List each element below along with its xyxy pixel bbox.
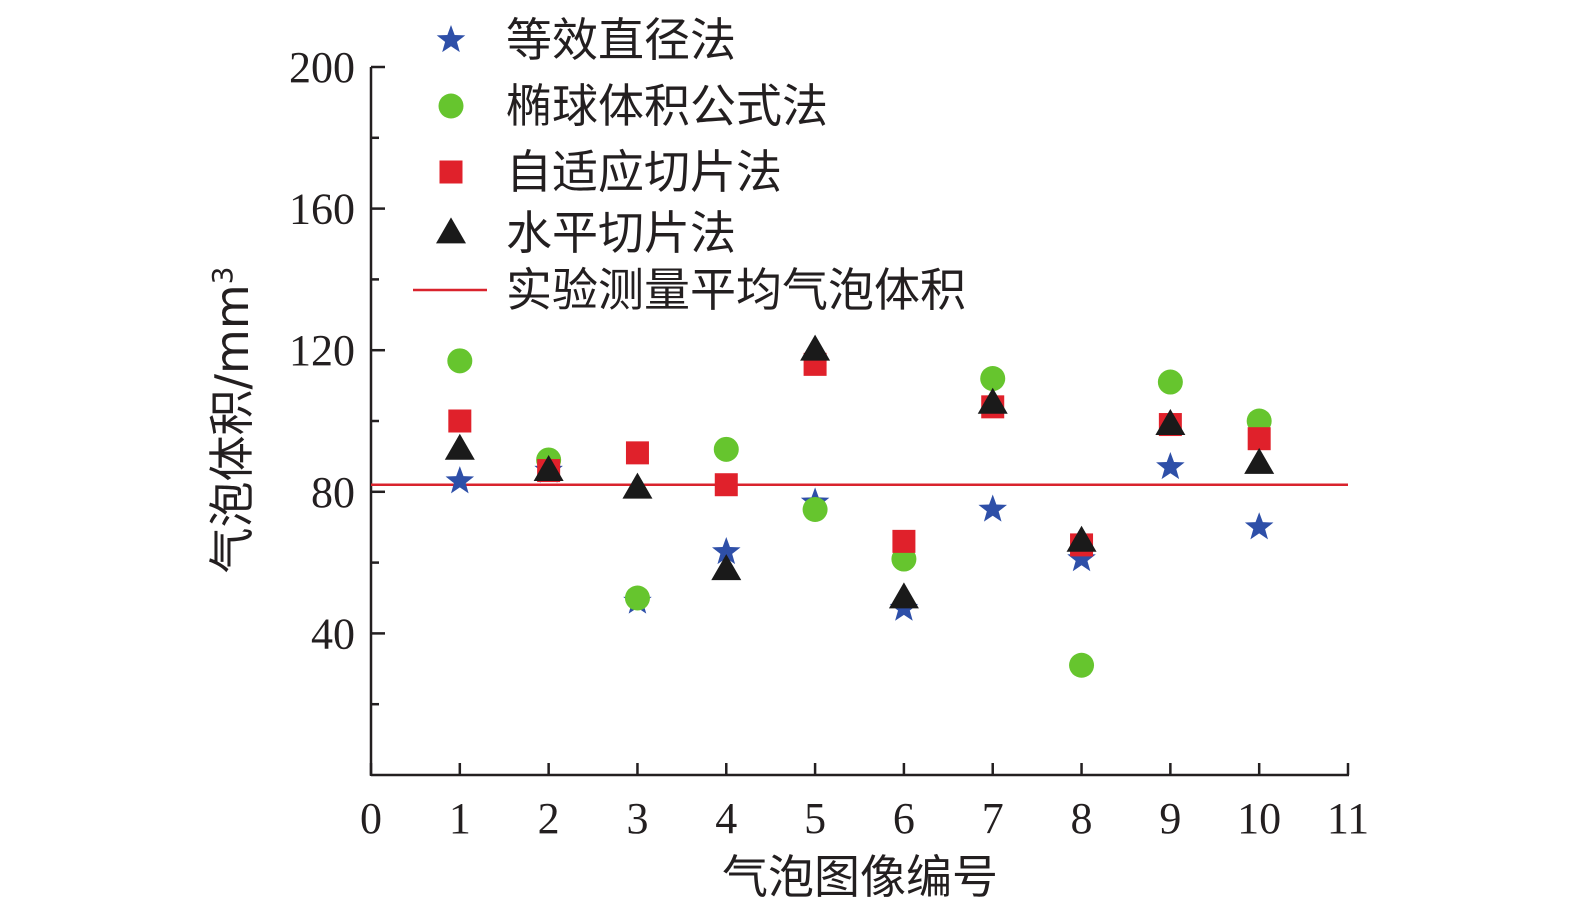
axes: 0 1 2 3 4 5 6 7 8 9 10 11 40 80 120 160 200: [289, 43, 1369, 843]
legend-label: 实验测量平均气泡体积: [506, 263, 966, 317]
data-point-star: [712, 536, 741, 565]
data-point-triangle: [888, 582, 919, 609]
data-point-triangle: [1244, 447, 1275, 474]
legend-label: 等效直径法: [506, 13, 736, 67]
x-tick-label: 2: [538, 794, 560, 843]
legend-label: 自适应切片法: [506, 145, 782, 199]
data-point-star: [978, 494, 1007, 522]
series-triangle: [444, 334, 1275, 609]
x-tick-label: 1: [449, 794, 471, 843]
legend-label: 水平切片法: [506, 206, 736, 260]
data-point-triangle: [977, 387, 1008, 414]
x-tick-label: 6: [893, 794, 915, 843]
x-tick-label: 7: [982, 794, 1004, 843]
data-point-circle: [1069, 652, 1095, 678]
legend-marker-circle: [438, 93, 464, 119]
data-point-star: [1156, 452, 1185, 480]
y-tick-label: 200: [289, 43, 355, 92]
y-axis-title-superscript: 3: [206, 267, 239, 285]
y-tick-label: 120: [289, 326, 355, 375]
x-tick-label: 0: [360, 794, 382, 843]
data-point-triangle: [1155, 408, 1186, 435]
data-point-circle: [447, 348, 473, 374]
data-point-triangle: [444, 433, 475, 460]
data-point-star: [1067, 544, 1096, 572]
x-tick-label: 9: [1159, 794, 1181, 843]
legend-marker-triangle: [436, 217, 466, 244]
x-tick-label: 11: [1327, 794, 1369, 843]
y-tick-label: 40: [311, 609, 355, 658]
y-axis-title-text: 气泡体积/mm: [205, 284, 259, 573]
data-point-square: [625, 441, 649, 465]
data-point-square: [892, 529, 916, 553]
data-point-circle: [980, 366, 1006, 392]
legend-marker-star: [436, 25, 466, 53]
data-point-triangle: [711, 554, 742, 581]
data-point-triangle: [800, 334, 831, 361]
data-point-circle: [802, 497, 828, 522]
y-tick-label: 80: [311, 468, 355, 517]
data-point-star: [1244, 512, 1274, 540]
data-point-circle: [713, 436, 739, 462]
data-point-star: [445, 466, 475, 494]
x-axis-title: 气泡图像编号: [722, 850, 998, 904]
data-point-circle: [624, 585, 650, 611]
series-star: [445, 452, 1274, 621]
x-tick-label: 3: [626, 794, 648, 843]
data-point-square: [1247, 427, 1271, 451]
series-square: [448, 352, 1271, 557]
y-tick-label: 160: [289, 185, 355, 234]
x-tick-label: 10: [1237, 794, 1281, 843]
data-point-triangle: [622, 472, 653, 499]
series-circle: [447, 348, 1272, 678]
data-point-square: [714, 473, 738, 497]
data-point-square: [448, 409, 472, 433]
data-point-circle: [1157, 369, 1183, 395]
y-axis-title: 气泡体积/mm3: [205, 267, 259, 574]
x-tick-label: 8: [1071, 794, 1093, 843]
x-tick-label: 5: [804, 794, 826, 843]
data-points: [444, 334, 1275, 678]
legend-marker-square: [439, 160, 463, 184]
x-tick-label: 4: [715, 794, 737, 843]
data-point-triangle: [533, 454, 564, 481]
legend-label: 椭球体积公式法: [506, 79, 828, 133]
data-point-triangle: [1066, 525, 1097, 552]
